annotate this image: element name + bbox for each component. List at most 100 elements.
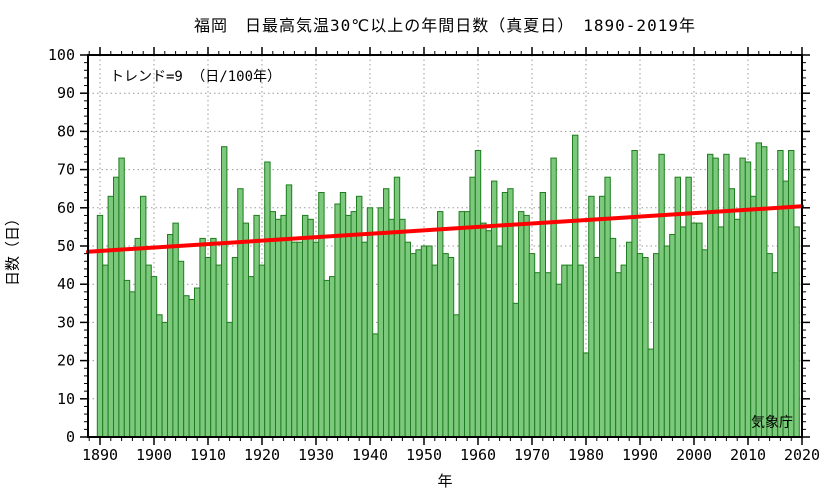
- bar-1947: [404, 241, 412, 438]
- bar-1972: [539, 192, 546, 438]
- x-tick-label-1980: 1980: [568, 446, 604, 464]
- bar-1893: [113, 176, 120, 438]
- y-tick-label-70: 70: [57, 161, 75, 179]
- y-tick-label-100: 100: [48, 46, 75, 64]
- x-tick-label-1910: 1910: [190, 446, 226, 464]
- bar-1971: [534, 272, 541, 438]
- bar-1946: [399, 218, 406, 438]
- x-tick-label-1890: 1890: [82, 446, 118, 464]
- bar-1995: [663, 245, 671, 438]
- bar-1931: [318, 192, 325, 438]
- bar-1970: [528, 253, 536, 438]
- chart-title: 福岡 日最高気温30℃以上の年間日数（真夏日） 1890-2019年: [194, 16, 696, 35]
- bar-1994: [658, 153, 665, 438]
- bar-1919: [253, 214, 260, 438]
- bar-1892: [107, 195, 114, 438]
- bar-1950: [420, 245, 428, 438]
- bar-1965: [501, 192, 509, 438]
- x-tick-label-1940: 1940: [352, 446, 388, 464]
- bar-1949: [415, 249, 422, 438]
- y-tick-label-40: 40: [57, 275, 75, 293]
- bar-1904: [172, 222, 179, 438]
- bar-1945: [393, 176, 401, 438]
- trend-annotation: トレンド=9 （日/100年）: [110, 69, 282, 85]
- bar-1894: [118, 157, 125, 438]
- bar-1943: [383, 188, 390, 438]
- bar-1934: [334, 203, 341, 438]
- x-tick-label-2010: 2010: [730, 446, 766, 464]
- bar-1907: [188, 299, 196, 438]
- x-tick-label-1920: 1920: [244, 446, 280, 464]
- bar-2009: [739, 157, 746, 438]
- bar-1902: [161, 321, 169, 438]
- bar-1941: [372, 333, 379, 438]
- bar-1929: [307, 218, 314, 438]
- bar-1896: [129, 291, 136, 438]
- bar-1903: [167, 234, 174, 438]
- bar-1908: [194, 287, 201, 438]
- bar-1935: [339, 192, 347, 438]
- bar-1933: [329, 276, 336, 438]
- bar-1940: [366, 207, 374, 438]
- bar-1967: [512, 302, 519, 438]
- bar-2006: [723, 153, 730, 438]
- bar-1916: [237, 188, 244, 438]
- bar-1906: [183, 295, 190, 438]
- bar-1985: [609, 237, 617, 438]
- bar-1939: [361, 241, 368, 438]
- bar-1957: [458, 211, 466, 438]
- tick-labels: 0 10 20 30 40 50 60 70 80 90 100 1890 1900 1910 1920 19…: [48, 46, 820, 464]
- x-axis-title: 年: [437, 472, 453, 490]
- y-tick-label-80: 80: [57, 122, 75, 140]
- bar-2002: [701, 249, 708, 438]
- bar-1921: [264, 161, 271, 438]
- bar-1926: [291, 241, 298, 438]
- bar-1951: [426, 245, 433, 438]
- bar-1977: [566, 264, 573, 438]
- bar-1922: [269, 211, 277, 438]
- source-annotation: 気象庁: [751, 415, 793, 431]
- bar-1913: [221, 146, 228, 438]
- bar-1918: [248, 276, 255, 438]
- bar-1930: [312, 241, 320, 438]
- bar-1996: [669, 234, 676, 438]
- x-tick-label-1970: 1970: [514, 446, 550, 464]
- bar-2019: [793, 226, 800, 438]
- bar-2007: [728, 188, 735, 438]
- bar-1917: [242, 222, 250, 438]
- bar-1998: [680, 226, 687, 438]
- bar-1900: [150, 276, 158, 438]
- bar-1901: [156, 314, 163, 438]
- bar-1936: [345, 214, 352, 438]
- x-tick-label-2000: 2000: [676, 446, 712, 464]
- bar-1895: [123, 279, 131, 438]
- x-tick-label-1950: 1950: [406, 446, 442, 464]
- bar-1980: [582, 352, 590, 438]
- x-tick-label-1900: 1900: [136, 446, 172, 464]
- bar-1978: [572, 134, 579, 438]
- bar-1955: [447, 257, 455, 438]
- bars: [96, 134, 800, 438]
- x-tick-label-1990: 1990: [622, 446, 658, 464]
- y-tick-label-60: 60: [57, 199, 75, 217]
- bar-1987: [620, 264, 627, 438]
- bar-2018: [788, 150, 795, 438]
- bar-1897: [134, 237, 142, 438]
- y-axis-title: 日数（日）: [3, 211, 22, 287]
- bar-1914: [226, 321, 233, 438]
- bar-1969: [523, 214, 530, 438]
- bar-1976: [561, 264, 568, 438]
- bar-1999: [685, 176, 692, 438]
- bar-1898: [140, 195, 147, 438]
- bar-2001: [696, 222, 703, 438]
- y-tick-label-30: 30: [57, 313, 75, 331]
- bar-1974: [550, 157, 557, 438]
- bar-1953: [437, 211, 444, 438]
- bar-1899: [145, 264, 152, 438]
- bar-1989: [631, 150, 638, 438]
- bar-2016: [777, 150, 784, 438]
- bar-2008: [734, 218, 741, 438]
- bar-1909: [199, 237, 206, 438]
- y-tick-label-20: 20: [57, 352, 75, 370]
